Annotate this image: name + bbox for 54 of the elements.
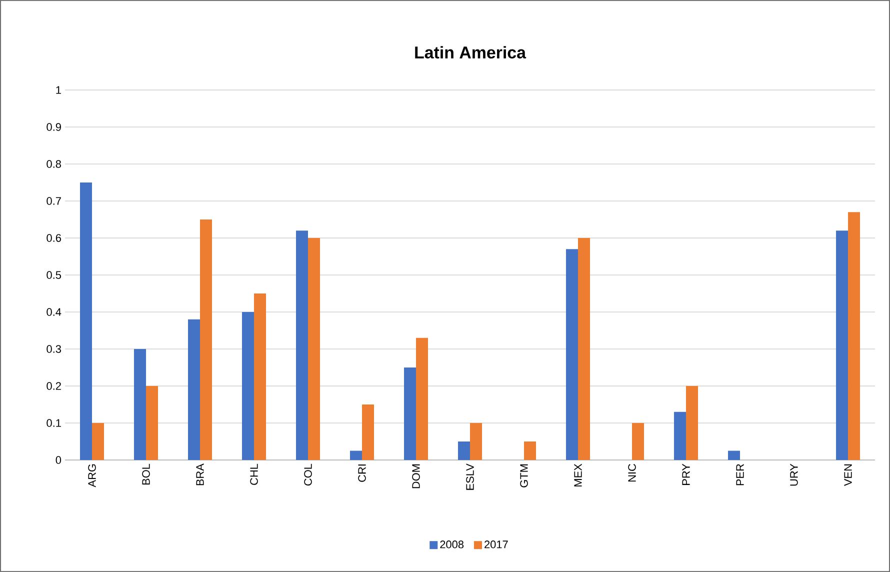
y-tick-label: 0.1 bbox=[46, 419, 61, 427]
x-tick-label: NIC bbox=[628, 464, 636, 482]
bar bbox=[242, 312, 254, 460]
bar bbox=[848, 212, 860, 460]
bar bbox=[686, 386, 698, 460]
y-tick-label: 0 bbox=[56, 456, 62, 464]
bar bbox=[188, 319, 200, 460]
x-tick-label: GTM bbox=[520, 464, 528, 488]
y-tick-label: 0.9 bbox=[46, 123, 61, 131]
bar bbox=[836, 230, 848, 460]
x-tick-label: BRA bbox=[196, 464, 204, 486]
x-tick-label: CRI bbox=[358, 464, 366, 482]
bar bbox=[728, 450, 740, 460]
y-tick-label: 0.5 bbox=[46, 271, 62, 279]
x-tick-label: BOL bbox=[142, 464, 150, 485]
bar bbox=[254, 294, 266, 460]
bar bbox=[80, 182, 92, 460]
bar bbox=[308, 238, 320, 460]
y-tick-label: 0.7 bbox=[46, 197, 61, 205]
x-tick-label: COL bbox=[304, 464, 312, 486]
bar bbox=[134, 349, 146, 460]
y-tick-label: 0.4 bbox=[46, 308, 62, 316]
x-tick-label: URY bbox=[790, 464, 798, 486]
legend-label: 2008 bbox=[440, 540, 464, 548]
bar bbox=[632, 423, 644, 460]
bar bbox=[146, 386, 158, 460]
bar bbox=[524, 442, 536, 460]
bar bbox=[200, 219, 212, 460]
x-tick-label: VEN bbox=[844, 464, 852, 486]
x-tick-label: ESLV bbox=[466, 464, 474, 490]
bar bbox=[674, 412, 686, 460]
bar bbox=[470, 423, 482, 460]
bar bbox=[92, 423, 104, 460]
bar bbox=[578, 238, 590, 460]
x-tick-label: DOM bbox=[412, 464, 420, 488]
y-tick-label: 0.3 bbox=[46, 345, 61, 353]
chart-title: Latin America bbox=[415, 46, 526, 59]
bar bbox=[458, 442, 470, 460]
x-tick-label: PER bbox=[736, 464, 744, 486]
bar bbox=[350, 450, 362, 460]
bar bbox=[416, 338, 428, 460]
x-tick-label: PRY bbox=[682, 464, 690, 485]
bar bbox=[296, 230, 308, 460]
x-tick-label: ARG bbox=[88, 464, 96, 488]
y-tick-label: 0.8 bbox=[46, 160, 61, 168]
y-tick-label: 0.6 bbox=[46, 234, 61, 242]
bar bbox=[404, 368, 416, 460]
bar bbox=[566, 249, 578, 460]
x-tick-label: MEX bbox=[574, 464, 582, 486]
legend-label: 2017 bbox=[484, 540, 508, 548]
y-tick-label: 0.2 bbox=[46, 382, 61, 390]
x-tick-label: CHL bbox=[250, 464, 258, 485]
bar bbox=[362, 404, 374, 460]
y-tick-label: 1 bbox=[56, 86, 61, 94]
